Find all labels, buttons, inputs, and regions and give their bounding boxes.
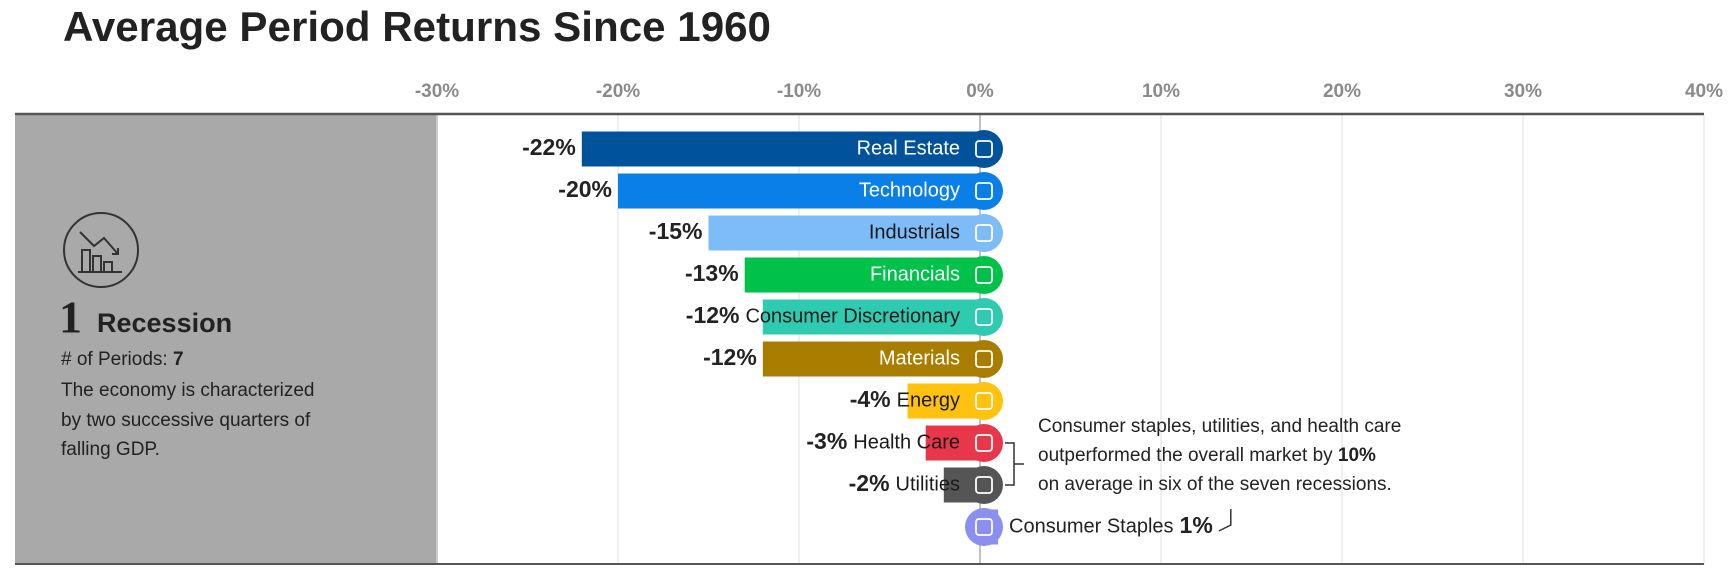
value-label: -20% bbox=[558, 176, 612, 202]
category-label: Materials bbox=[879, 347, 960, 369]
panel-icon bbox=[63, 212, 139, 288]
bar bbox=[762, 299, 980, 335]
panel-periods: # of Periods: 7 bbox=[61, 349, 184, 370]
x-tick-label: 20% bbox=[1323, 81, 1361, 102]
x-tick-label: 40% bbox=[1685, 81, 1723, 102]
icon-badge bbox=[965, 382, 1003, 420]
icon bbox=[975, 392, 993, 410]
icon bbox=[975, 182, 993, 200]
icon-badge bbox=[965, 256, 1003, 294]
icon-badge bbox=[965, 340, 1003, 378]
icon-badge bbox=[965, 298, 1003, 336]
category-label: Real Estate bbox=[857, 137, 960, 159]
x-tick-label: 30% bbox=[1504, 81, 1542, 102]
value-label: -2% bbox=[849, 470, 890, 496]
x-tick-label: -10% bbox=[777, 81, 821, 102]
icon bbox=[975, 308, 993, 326]
value-label: 1% bbox=[1180, 512, 1213, 538]
bar bbox=[744, 257, 980, 293]
annotation-highlight: 10% bbox=[1338, 445, 1376, 466]
category-label: Consumer Staples bbox=[1009, 515, 1174, 537]
side-panel bbox=[15, 115, 438, 564]
value-label: -12% bbox=[686, 302, 740, 328]
chart-title: Average Period Returns Since 1960 bbox=[63, 3, 771, 50]
icon bbox=[975, 140, 993, 158]
value-label: -13% bbox=[685, 260, 739, 286]
annotation-text: outperformed the overall market by bbox=[1038, 445, 1333, 466]
icon-badge bbox=[965, 424, 1003, 462]
icon bbox=[975, 266, 993, 284]
icon bbox=[975, 434, 993, 452]
icon-badge bbox=[965, 172, 1003, 210]
category-label: Industrials bbox=[869, 221, 960, 243]
icon-badge bbox=[965, 508, 1003, 546]
periods-label: # of Periods: bbox=[61, 349, 168, 370]
annotation: outperformed the overall market by 10% bbox=[1038, 445, 1376, 466]
x-tick-label: -20% bbox=[596, 81, 640, 102]
periods-value: 7 bbox=[173, 349, 184, 370]
annotation: Consumer staples, utilities, and health … bbox=[1038, 416, 1401, 437]
panel-description: falling GDP. bbox=[61, 439, 160, 460]
x-tick-label: 0% bbox=[966, 81, 994, 102]
category-label: Consumer Discretionary bbox=[745, 305, 960, 327]
x-tick-label: 10% bbox=[1142, 81, 1180, 102]
category-label: Utilities bbox=[896, 473, 960, 495]
x-tick-label: -30% bbox=[415, 81, 459, 102]
icon-badge bbox=[965, 466, 1003, 504]
bar bbox=[762, 341, 980, 377]
icon-badge bbox=[965, 214, 1003, 252]
category-label: Energy bbox=[897, 389, 960, 411]
panel-description: The economy is characterized bbox=[61, 380, 314, 401]
value-label: -12% bbox=[703, 344, 757, 370]
category-label: Technology bbox=[859, 179, 960, 201]
category-label: Health Care bbox=[853, 431, 960, 453]
value-label: -15% bbox=[649, 218, 703, 244]
icon bbox=[975, 518, 993, 536]
bar bbox=[581, 131, 980, 167]
icon-badge bbox=[965, 130, 1003, 168]
icon bbox=[975, 350, 993, 368]
value-label: -4% bbox=[850, 386, 891, 412]
panel-name: Recession bbox=[97, 308, 232, 338]
panel-number: 1 bbox=[59, 292, 82, 343]
value-label: -3% bbox=[806, 428, 847, 454]
annotation: on average in six of the seven recession… bbox=[1038, 474, 1392, 495]
icon bbox=[975, 224, 993, 242]
annotation-connector bbox=[1218, 509, 1232, 532]
bar bbox=[708, 215, 980, 251]
bar bbox=[618, 173, 980, 209]
panel-description: by two successive quarters of bbox=[61, 410, 311, 431]
value-label: -22% bbox=[522, 134, 576, 160]
annotation-bracket bbox=[1005, 442, 1024, 486]
bars: Real Estate -22% Technology -20% Industrials… bbox=[522, 130, 1232, 546]
category-label: Financials bbox=[870, 263, 960, 285]
icon bbox=[975, 476, 993, 494]
